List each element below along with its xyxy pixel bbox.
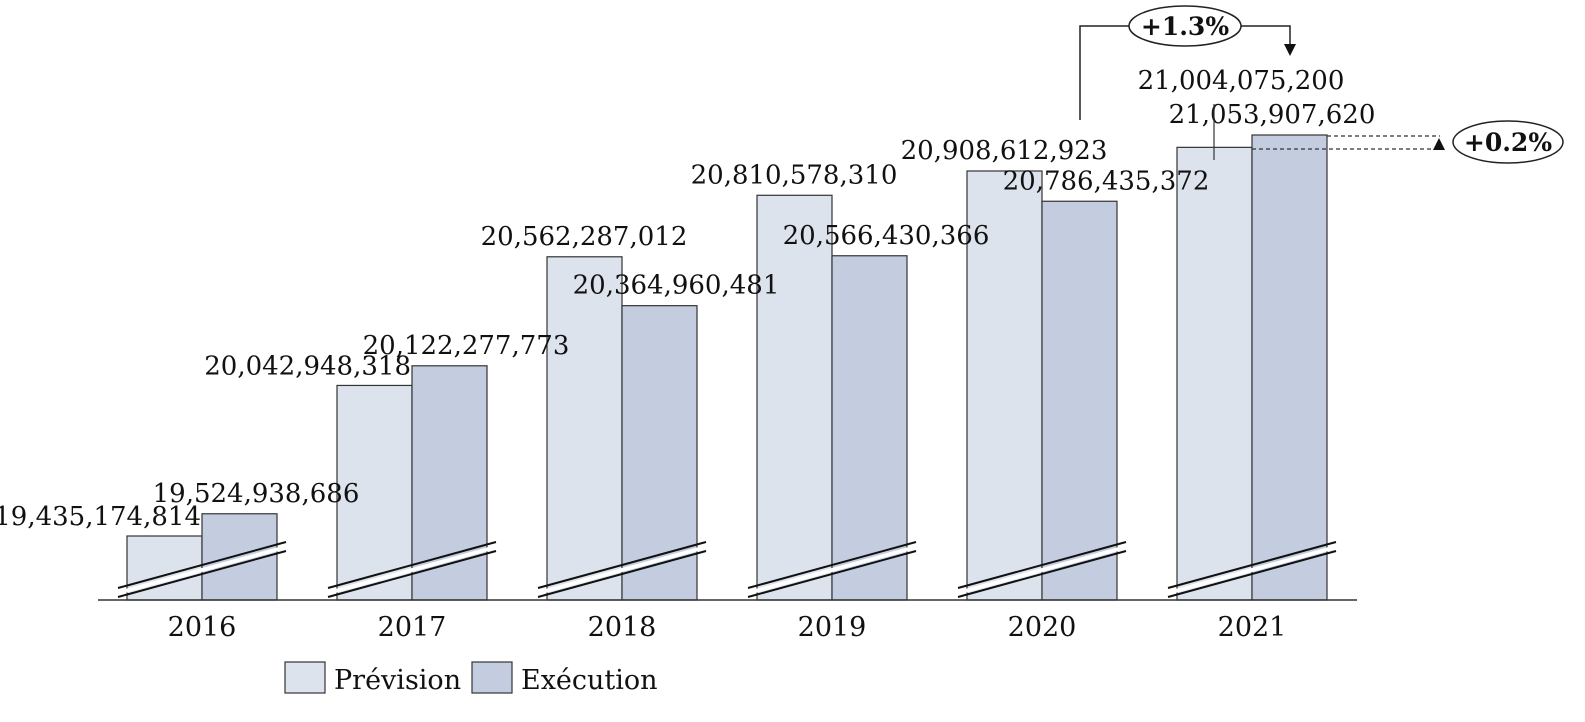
- bar-prevision-2018: [546, 256, 623, 601]
- axis-break-line-2020-1: [957, 541, 1127, 589]
- x-tick-label-2018: 2018: [588, 612, 657, 643]
- year-labels-layer: 2016 2017 2018 2019 2020 2021: [168, 612, 1287, 643]
- legend-label-execution: Exécution: [521, 665, 658, 696]
- legend: Prévision Exécution: [284, 661, 658, 696]
- arrow-up-icon: [1433, 138, 1445, 150]
- value-label-prevision-2020: 20,908,612,923: [901, 136, 1108, 166]
- x-tick-label-2019: 2019: [798, 612, 867, 643]
- axis-break-line-2021-1: [1167, 541, 1337, 589]
- annotation-ellipse-execution: [1452, 120, 1564, 164]
- axis-break-gap-2017: [328, 545, 496, 595]
- annotation-connector-forecast: [1079, 25, 1130, 120]
- axis-break-line-2016-1: [117, 541, 287, 589]
- axis-break-line-2019-2: [747, 550, 917, 598]
- value-label-prevision-2018: 20,562,287,012: [481, 222, 688, 252]
- axis-break-gap-2021: [1168, 545, 1336, 595]
- annotation-execution-gap: +0.2%: [1252, 120, 1564, 164]
- axis-break-gap-2018: [538, 545, 706, 595]
- axis-break-line-2017-1: [327, 541, 497, 589]
- annotation-text-forecast: +1.3%: [1141, 12, 1229, 41]
- value-label-prevision-2019: 20,810,578,310: [691, 160, 898, 190]
- legend-swatch-prevision: [284, 661, 326, 694]
- axis-break-gap-2020: [958, 545, 1126, 595]
- value-label-prevision-2016: 19,435,174,814: [0, 502, 201, 532]
- axis-break-gap-2019: [748, 545, 916, 595]
- value-label-execution-2017: 20,122,277,773: [363, 331, 570, 361]
- bar-prevision-2021: [1176, 146, 1253, 601]
- bar-execution-2017: [411, 365, 488, 601]
- legend-swatch-execution: [471, 661, 513, 694]
- axis-break-line-2019-1: [747, 541, 917, 589]
- bar-execution-2019: [831, 255, 908, 601]
- value-label-execution-2020: 20,786,435,372: [1003, 166, 1210, 196]
- axis-break-line-2016-2: [117, 550, 287, 598]
- value-label-prevision-2017: 20,042,948,318: [204, 351, 411, 381]
- axis-break-line-2020-2: [957, 550, 1127, 598]
- bar-execution-2021: [1251, 134, 1328, 601]
- annotation-text-execution: +0.2%: [1464, 128, 1552, 157]
- arrow-down-icon: [1284, 44, 1296, 56]
- bar-prevision-2019: [756, 194, 833, 601]
- axis-break-line-2017-2: [327, 550, 497, 598]
- value-label-execution-2021: 21,053,907,620: [1169, 100, 1376, 130]
- axis-break-line-2018-1: [537, 541, 707, 589]
- axis-break-line-2018-2: [537, 550, 707, 598]
- axis-breaks-layer: [117, 541, 1337, 598]
- value-label-prevision-2021: 21,004,075,200: [1138, 66, 1345, 96]
- annotation-growth-forecast: +1.3%: [1079, 5, 1296, 160]
- annotation-ellipse-forecast: [1128, 5, 1242, 47]
- x-tick-label-2016: 2016: [168, 612, 237, 643]
- value-label-execution-2019: 20,566,430,366: [783, 221, 990, 251]
- value-label-execution-2016: 19,524,938,686: [153, 479, 360, 509]
- x-tick-label-2021: 2021: [1218, 612, 1287, 643]
- legend-label-prevision: Prévision: [334, 665, 461, 696]
- bar-prevision-2017: [336, 384, 413, 601]
- axis-break-line-2021-2: [1167, 550, 1337, 598]
- x-tick-label-2017: 2017: [378, 612, 447, 643]
- bar-execution-2020: [1041, 200, 1118, 601]
- axis-break-gap-2016: [118, 545, 286, 595]
- annotation-connector-forecast-right: [1240, 25, 1291, 46]
- value-label-execution-2018: 20,364,960,481: [573, 271, 780, 301]
- x-tick-label-2020: 2020: [1008, 612, 1077, 643]
